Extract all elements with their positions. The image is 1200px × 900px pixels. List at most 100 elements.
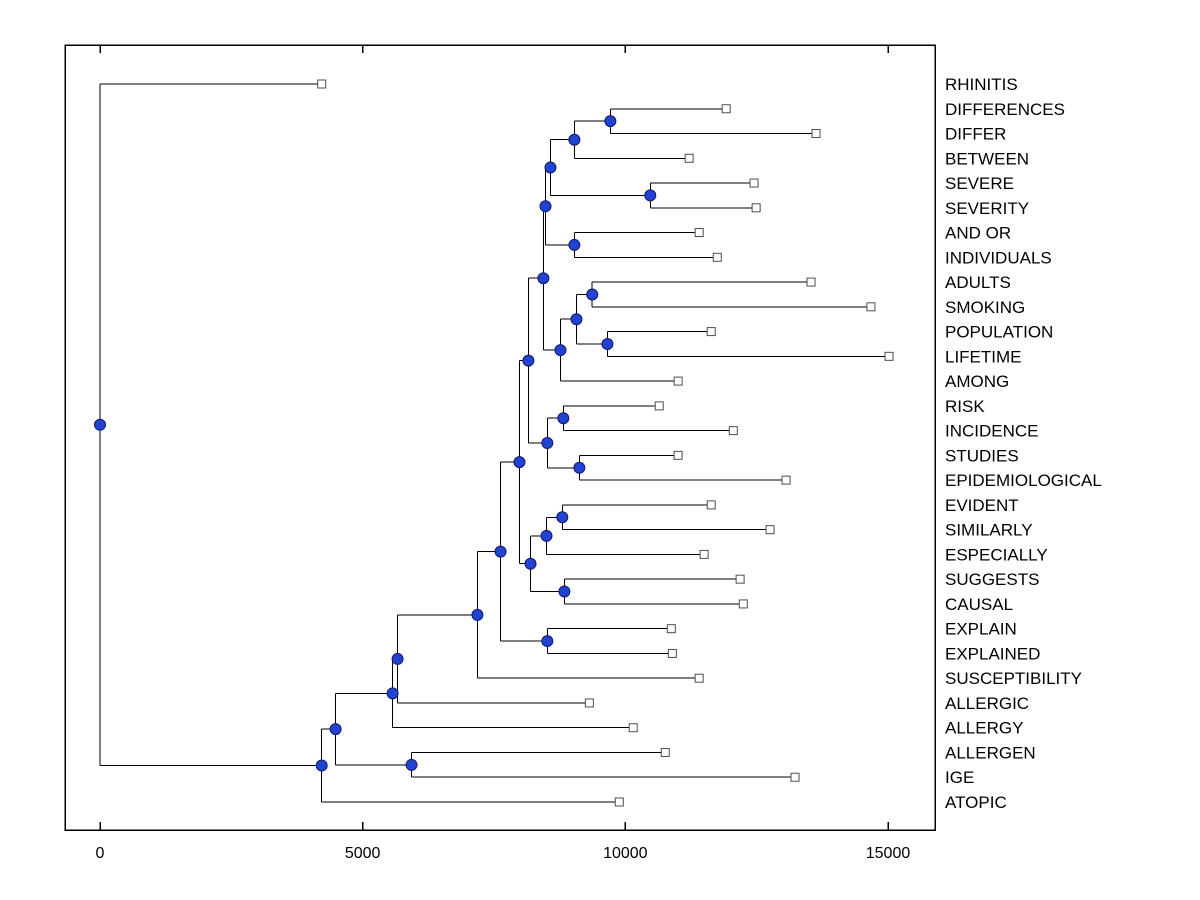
leaf-marker	[684, 153, 694, 163]
internal-node-dot	[586, 288, 599, 301]
leaf-marker	[628, 723, 638, 733]
internal-node-dot	[94, 418, 106, 431]
internal-node-dot	[570, 313, 583, 326]
internal-node-dot	[601, 337, 614, 350]
leaf-label: STUDIES	[945, 446, 1019, 465]
leaf-marker	[738, 599, 748, 609]
plot-box	[64, 44, 936, 831]
leaf-label: ALLERGEN	[945, 743, 1036, 762]
internal-node-dot	[471, 608, 484, 621]
leaf-label: CAUSAL	[945, 595, 1013, 614]
leaf-marker	[706, 327, 716, 337]
leaf-marker	[790, 772, 800, 782]
leaf-label: BETWEEN	[945, 149, 1029, 168]
internal-node-dot	[541, 437, 554, 449]
leaf-marker	[811, 129, 821, 139]
leaf-label: SEVERE	[945, 174, 1014, 193]
leaf-label: EPIDEMIOLOGICAL	[945, 471, 1102, 490]
internal-node-dot	[604, 115, 617, 128]
internal-node-dot	[522, 354, 535, 367]
internal-node-dot	[315, 759, 328, 772]
leaf-marker	[673, 376, 683, 386]
axis-layer	[64, 44, 936, 831]
leaf-marker	[712, 252, 722, 262]
leaf-label: LIFETIME	[945, 347, 1022, 366]
leaf-label: EVIDENT	[945, 496, 1019, 515]
internal-node-dot	[540, 529, 553, 542]
internal-node-dot	[537, 272, 550, 285]
leaf-marker	[699, 549, 709, 559]
leaf-marker	[654, 401, 664, 411]
leaf-label: DIFFERENCES	[945, 100, 1065, 119]
leaf-marker	[735, 574, 745, 584]
internal-node-dot	[494, 545, 507, 558]
internal-node-dot	[557, 412, 570, 425]
leaf-marker	[728, 426, 738, 436]
leaf-marker	[866, 302, 876, 312]
marker-layer	[94, 79, 894, 807]
internal-node-dot	[556, 511, 569, 524]
x-tick-label: 5000	[345, 845, 381, 862]
internal-node-dot	[405, 758, 418, 771]
label-layer: 0 5000 10000 15000 RHINITIS DIFFERENCES DIFFER…	[96, 75, 1102, 862]
leaf-marker	[667, 648, 677, 658]
leaf-marker	[706, 500, 716, 510]
leaf-label: SUGGESTS	[945, 570, 1039, 589]
leaf-marker	[781, 475, 791, 485]
internal-node-dot	[541, 635, 554, 648]
leaf-label: ALLERGIC	[945, 694, 1029, 713]
internal-node-dot	[568, 238, 581, 251]
internal-node-dot	[524, 557, 537, 570]
internal-node-dot	[558, 585, 571, 598]
internal-node-dot	[554, 344, 567, 357]
x-tick-label: 15000	[866, 845, 911, 862]
x-tick-label: 10000	[603, 845, 648, 862]
leaf-marker	[666, 624, 676, 634]
x-tick-label: 0	[96, 845, 105, 862]
leaf-label: ALLERGY	[945, 719, 1023, 738]
leaf-marker	[721, 104, 731, 114]
leaf-label: SEVERITY	[945, 199, 1029, 218]
leaf-marker	[614, 797, 624, 807]
leaf-label: SMOKING	[945, 298, 1025, 317]
leaf-marker	[765, 525, 775, 535]
leaf-label: ADULTS	[945, 273, 1011, 292]
leaf-label: IGE	[945, 768, 974, 787]
leaf-label: AND OR	[945, 224, 1011, 243]
leaf-label: INDIVIDUALS	[945, 248, 1052, 267]
internal-node-dot	[391, 652, 404, 665]
leaf-marker	[749, 178, 759, 188]
internal-node-dot	[329, 723, 342, 736]
leaf-marker	[751, 203, 761, 213]
internal-node-dot	[544, 161, 557, 174]
leaf-label: INCIDENCE	[945, 422, 1039, 441]
leaf-label: SUSCEPTIBILITY	[945, 669, 1082, 688]
internal-node-dot	[644, 189, 657, 202]
leaf-label: ATOPIC	[945, 793, 1007, 812]
leaf-marker	[884, 351, 894, 361]
leaf-label: ESPECIALLY	[945, 545, 1048, 564]
leaf-marker	[806, 277, 816, 287]
leaf-label: RISK	[945, 397, 985, 416]
internal-node-dot	[573, 461, 586, 474]
leaf-label: RHINITIS	[945, 75, 1018, 94]
branch-layer	[99, 83, 890, 803]
leaf-marker	[694, 673, 704, 683]
leaf-label: EXPLAIN	[945, 620, 1017, 639]
internal-node-dot	[386, 687, 399, 700]
internal-node-dot	[539, 200, 552, 213]
leaf-label: EXPLAINED	[945, 644, 1040, 663]
leaf-marker	[673, 450, 683, 460]
leaf-label: AMONG	[945, 372, 1009, 391]
leaf-label: DIFFER	[945, 125, 1006, 144]
leaf-label: POPULATION	[945, 323, 1053, 342]
internal-node-dot	[513, 456, 526, 469]
leaf-marker	[660, 747, 670, 757]
leaf-marker	[694, 228, 704, 238]
leaf-marker	[584, 698, 594, 708]
leaf-marker	[317, 79, 327, 89]
internal-node-dot	[568, 133, 581, 146]
leaf-label: SIMILARLY	[945, 521, 1033, 540]
